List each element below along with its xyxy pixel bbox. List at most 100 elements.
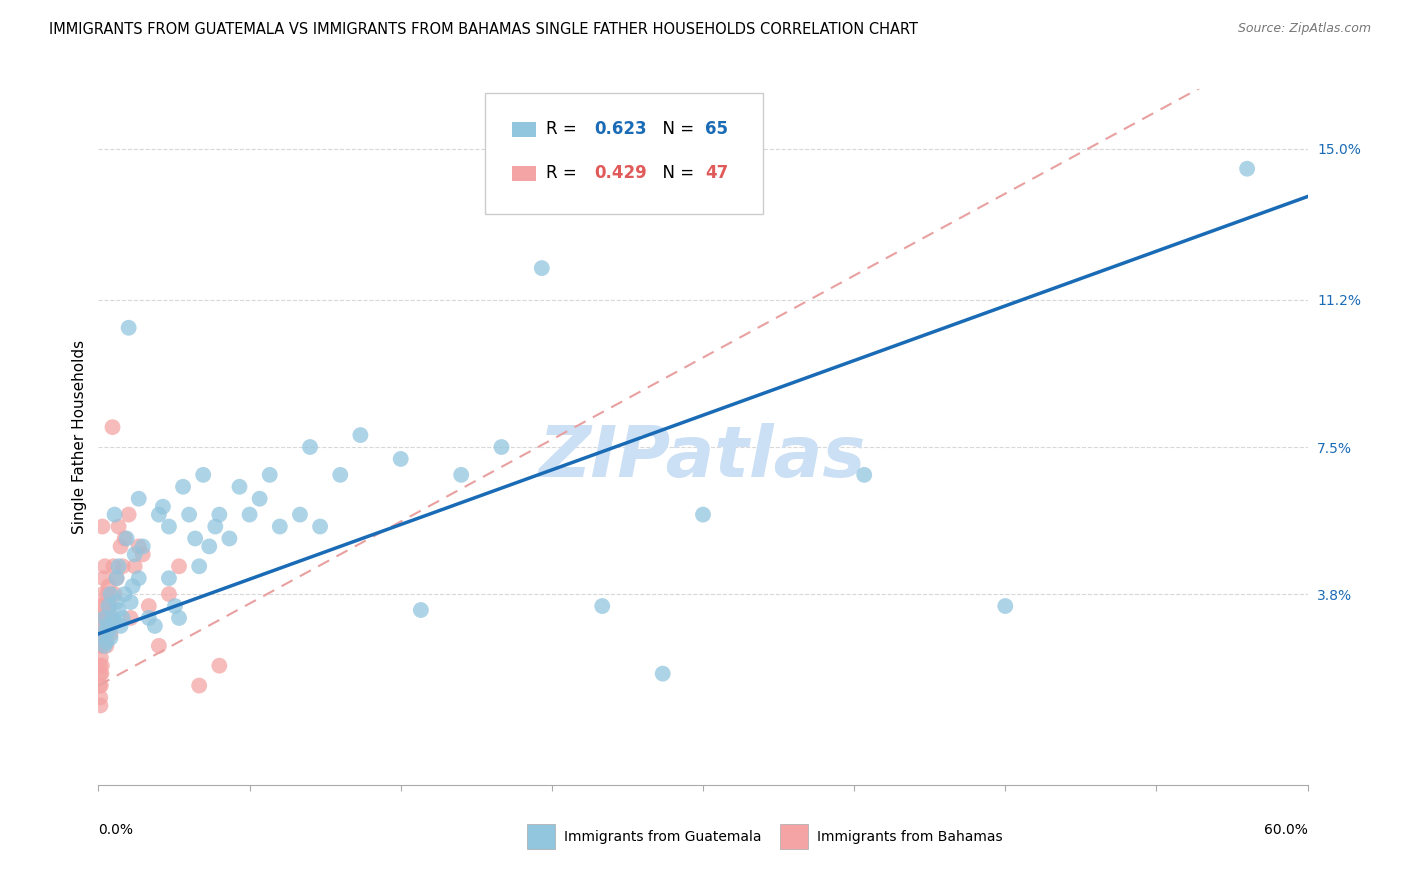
Text: 47: 47 xyxy=(706,164,728,182)
Point xyxy=(208,658,231,673)
Point xyxy=(107,519,129,533)
Point xyxy=(188,679,211,693)
Point xyxy=(128,540,150,554)
Point xyxy=(89,666,111,681)
Point xyxy=(89,698,111,713)
Point xyxy=(103,587,125,601)
Point xyxy=(118,508,141,522)
Point xyxy=(167,611,190,625)
Point xyxy=(97,599,120,613)
Point xyxy=(105,571,128,585)
Point xyxy=(115,532,138,546)
Point xyxy=(167,559,190,574)
Point xyxy=(114,587,136,601)
Point xyxy=(148,508,170,522)
Point xyxy=(107,603,129,617)
Y-axis label: Single Father Households: Single Father Households xyxy=(72,340,87,534)
Point xyxy=(124,559,146,574)
Point xyxy=(994,599,1017,613)
Point xyxy=(111,611,134,625)
Text: 0.429: 0.429 xyxy=(595,164,647,182)
Point xyxy=(103,508,125,522)
Point xyxy=(172,480,194,494)
Point xyxy=(692,508,714,522)
Point xyxy=(96,639,118,653)
Point xyxy=(90,611,112,625)
Point xyxy=(188,559,211,574)
Point xyxy=(163,599,186,613)
Point xyxy=(157,519,180,533)
Text: R =: R = xyxy=(546,120,582,138)
Point xyxy=(329,467,352,482)
Point xyxy=(110,619,132,633)
Point xyxy=(90,679,112,693)
Point xyxy=(651,666,673,681)
Point xyxy=(103,559,125,574)
Point xyxy=(107,559,129,574)
Point xyxy=(93,571,115,585)
Point xyxy=(228,480,250,494)
Point xyxy=(94,611,117,625)
Point xyxy=(143,619,166,633)
Point xyxy=(239,508,262,522)
Point xyxy=(94,559,117,574)
FancyBboxPatch shape xyxy=(780,824,808,849)
Point xyxy=(91,627,114,641)
Point xyxy=(105,571,128,585)
Point xyxy=(97,623,120,637)
Point xyxy=(138,611,160,625)
Point xyxy=(128,571,150,585)
Point xyxy=(100,631,122,645)
Point xyxy=(90,639,112,653)
Point xyxy=(93,611,115,625)
Point xyxy=(100,587,122,601)
Point xyxy=(184,532,207,546)
Point xyxy=(89,639,111,653)
Point xyxy=(96,635,118,649)
Point xyxy=(90,658,112,673)
Point xyxy=(90,599,112,613)
Point xyxy=(148,639,170,653)
Point xyxy=(101,420,124,434)
Point xyxy=(114,532,136,546)
Point xyxy=(93,599,115,613)
Point xyxy=(96,587,118,601)
Point xyxy=(349,428,371,442)
Point xyxy=(152,500,174,514)
Point xyxy=(179,508,201,522)
Point xyxy=(103,615,125,629)
Text: 65: 65 xyxy=(706,120,728,138)
Point xyxy=(409,603,432,617)
Point xyxy=(120,595,142,609)
Point xyxy=(132,540,155,554)
Point xyxy=(193,467,215,482)
Point xyxy=(218,532,240,546)
Point xyxy=(100,627,122,641)
Point xyxy=(853,467,876,482)
Point xyxy=(89,690,111,705)
Point xyxy=(105,595,128,609)
Point xyxy=(111,559,134,574)
Point xyxy=(259,467,281,482)
Point xyxy=(132,547,155,561)
Text: Source: ZipAtlas.com: Source: ZipAtlas.com xyxy=(1237,22,1371,36)
Text: IMMIGRANTS FROM GUATEMALA VS IMMIGRANTS FROM BAHAMAS SINGLE FATHER HOUSEHOLDS CO: IMMIGRANTS FROM GUATEMALA VS IMMIGRANTS … xyxy=(49,22,918,37)
Text: Immigrants from Bahamas: Immigrants from Bahamas xyxy=(817,830,1002,844)
Point xyxy=(288,508,311,522)
Text: 0.623: 0.623 xyxy=(595,120,647,138)
Point xyxy=(93,619,115,633)
FancyBboxPatch shape xyxy=(527,824,555,849)
Text: N =: N = xyxy=(652,164,700,182)
Point xyxy=(269,519,291,533)
Point xyxy=(96,619,118,633)
Point xyxy=(1236,161,1258,176)
Point xyxy=(450,467,472,482)
Point xyxy=(91,519,114,533)
Point xyxy=(309,519,332,533)
Text: R =: R = xyxy=(546,164,582,182)
Point xyxy=(299,440,322,454)
Point xyxy=(97,579,120,593)
Point xyxy=(118,320,141,334)
Point xyxy=(110,540,132,554)
Text: 0.0%: 0.0% xyxy=(98,823,134,838)
